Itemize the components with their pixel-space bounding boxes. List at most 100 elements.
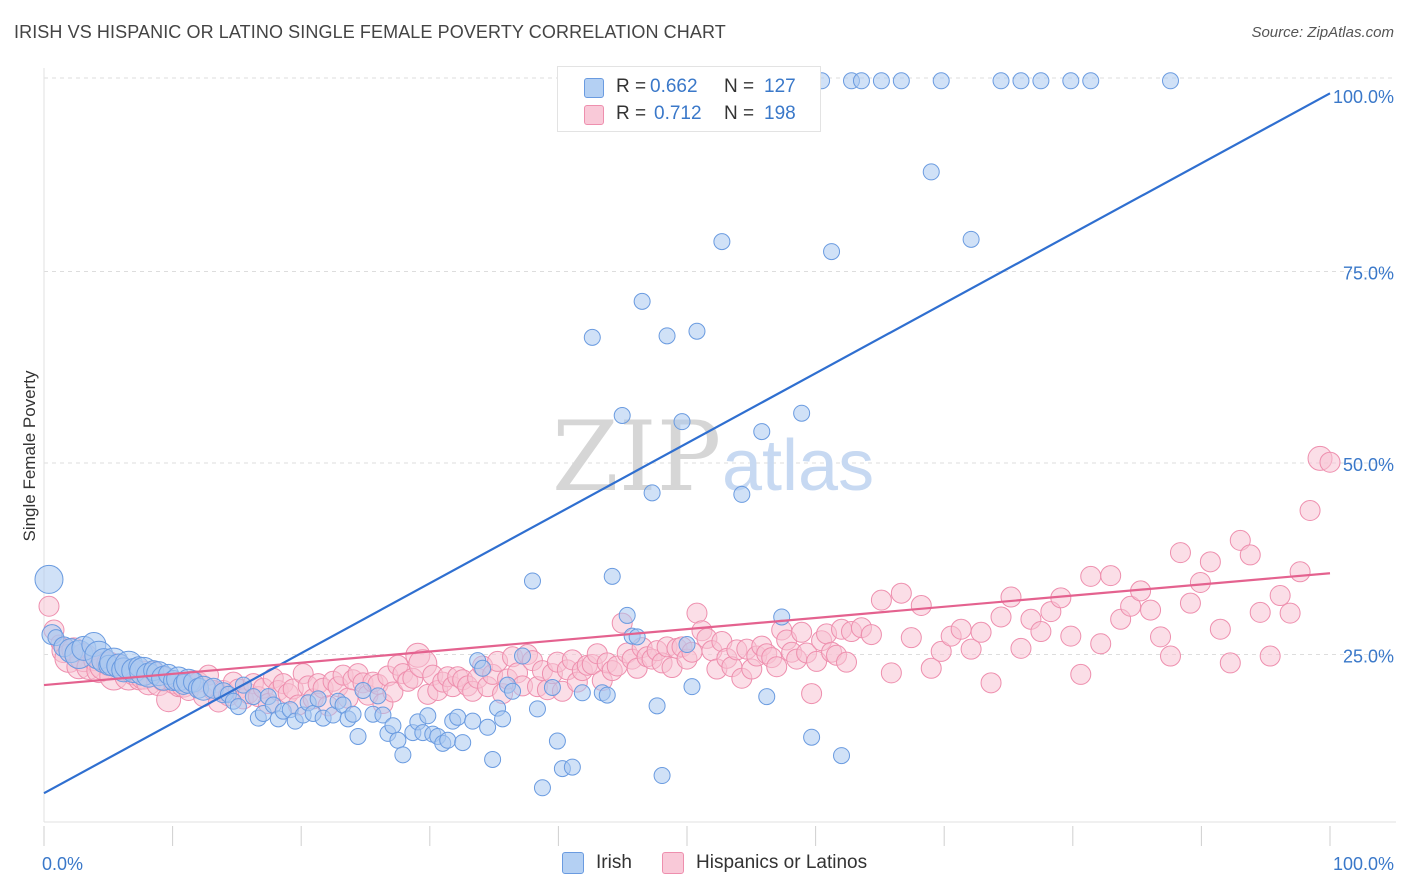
- hispanic-point: [1140, 599, 1162, 621]
- legend-irish-swatch: [562, 852, 584, 874]
- x-tick-label-0: 0.0%: [42, 854, 83, 874]
- hispanic-point: [791, 621, 813, 643]
- irish-point: [479, 718, 497, 736]
- irish-point: [658, 327, 676, 345]
- irish-point: [992, 72, 1010, 90]
- irish-point: [349, 727, 367, 745]
- irish-point: [733, 485, 751, 503]
- hispanic-point: [1120, 595, 1142, 617]
- irish-point: [823, 243, 841, 261]
- irish-point: [464, 712, 482, 730]
- irish-point: [244, 688, 262, 706]
- irish-point: [229, 698, 247, 716]
- y-tick-label-75: 75.0%: [1343, 264, 1394, 284]
- irish-point: [833, 747, 851, 765]
- hispanic-point: [890, 582, 912, 604]
- trend-lines: [43, 92, 1331, 795]
- hispanic-point: [950, 618, 972, 640]
- irish-point: [932, 72, 950, 90]
- irish-point: [618, 606, 636, 624]
- irish-point: [563, 758, 581, 776]
- hispanic-point: [766, 656, 788, 678]
- irish-point: [543, 678, 561, 696]
- hispanic-point: [1030, 621, 1052, 643]
- hispanic-point: [1299, 499, 1321, 521]
- hispanic-n-value: 198: [764, 103, 796, 124]
- axes: [43, 68, 1396, 846]
- hispanic-point: [900, 627, 922, 649]
- hispanic-point: [910, 594, 932, 616]
- legend-hispanic: Hispanics or Latinos: [662, 852, 867, 874]
- irish-point: [678, 636, 696, 654]
- hispanic-point: [1229, 529, 1251, 551]
- irish-n-value: 127: [764, 76, 796, 97]
- hispanic-point: [1000, 586, 1022, 608]
- stats-legend: R = 0.662 N = 127 R = 0.712 N = 198: [557, 66, 821, 132]
- hispanic-point: [960, 638, 982, 660]
- irish-point: [523, 572, 541, 590]
- irish-point: [628, 628, 646, 646]
- irish-point: [1062, 72, 1080, 90]
- hispanic-point: [1269, 585, 1291, 607]
- irish-point: [773, 608, 791, 626]
- irish-point: [394, 746, 412, 764]
- irish-point: [872, 72, 890, 90]
- irish-point: [1161, 72, 1179, 90]
- irish-point: [548, 732, 566, 750]
- irish-point: [369, 687, 387, 705]
- irish-r-value: 0.662: [650, 76, 698, 97]
- hispanic-point: [1159, 645, 1181, 667]
- irish-point: [533, 779, 551, 797]
- hispanic-point: [1150, 626, 1172, 648]
- hispanic-point: [836, 651, 858, 673]
- hispanic-point: [930, 640, 952, 662]
- irish-point: [384, 717, 402, 735]
- irish-trendline: [43, 92, 1331, 795]
- irish-point: [1012, 72, 1030, 90]
- legend-irish: Irish: [562, 852, 632, 874]
- irish-point: [793, 404, 811, 422]
- hispanic-point: [1209, 618, 1231, 640]
- irish-point: [494, 710, 512, 728]
- hispanic-point: [980, 672, 1002, 694]
- hispanic-trendline: [43, 572, 1331, 687]
- irish-point: [758, 688, 776, 706]
- hispanic-point: [1219, 652, 1241, 674]
- irish-point: [309, 690, 327, 708]
- irish-swatch: [584, 78, 604, 98]
- hispanic-point: [1100, 565, 1122, 587]
- hispanic-point: [801, 683, 823, 705]
- y-tick-label-50: 50.0%: [1343, 455, 1394, 475]
- irish-point: [419, 707, 437, 725]
- hispanic-point: [1319, 451, 1341, 473]
- irish-point: [514, 647, 532, 665]
- hispanic-point: [990, 606, 1012, 628]
- y-tick-label-100: 100.0%: [1333, 87, 1394, 107]
- hispanic-point: [970, 621, 992, 643]
- hispanic-point: [38, 595, 60, 617]
- irish-r-label: R =: [616, 76, 647, 97]
- hispanic-point: [1249, 601, 1271, 623]
- irish-point: [573, 684, 591, 702]
- irish-point: [803, 728, 821, 746]
- hispanic-point: [1199, 551, 1221, 573]
- irish-point: [598, 686, 616, 704]
- irish-point: [454, 734, 472, 752]
- irish-point: [474, 659, 492, 677]
- irish-point: [688, 322, 706, 340]
- irish-point: [504, 682, 522, 700]
- irish-n-label: N =: [724, 76, 755, 97]
- irish-point: [449, 708, 467, 726]
- irish-point: [643, 484, 661, 502]
- tick-labels: 25.0% 50.0% 75.0% 100.0% 0.0% 100.0%: [42, 87, 1394, 874]
- irish-point: [653, 767, 671, 785]
- watermark: ZIP atlas: [552, 401, 874, 513]
- hispanic-point: [920, 657, 942, 679]
- hispanic-point: [1279, 602, 1301, 624]
- irish-point: [583, 328, 601, 346]
- hispanic-r-value: 0.712: [654, 103, 702, 124]
- hispanic-point: [1189, 571, 1211, 593]
- irish-point: [34, 564, 64, 594]
- source-label: Source: ZipAtlas.com: [1251, 24, 1394, 41]
